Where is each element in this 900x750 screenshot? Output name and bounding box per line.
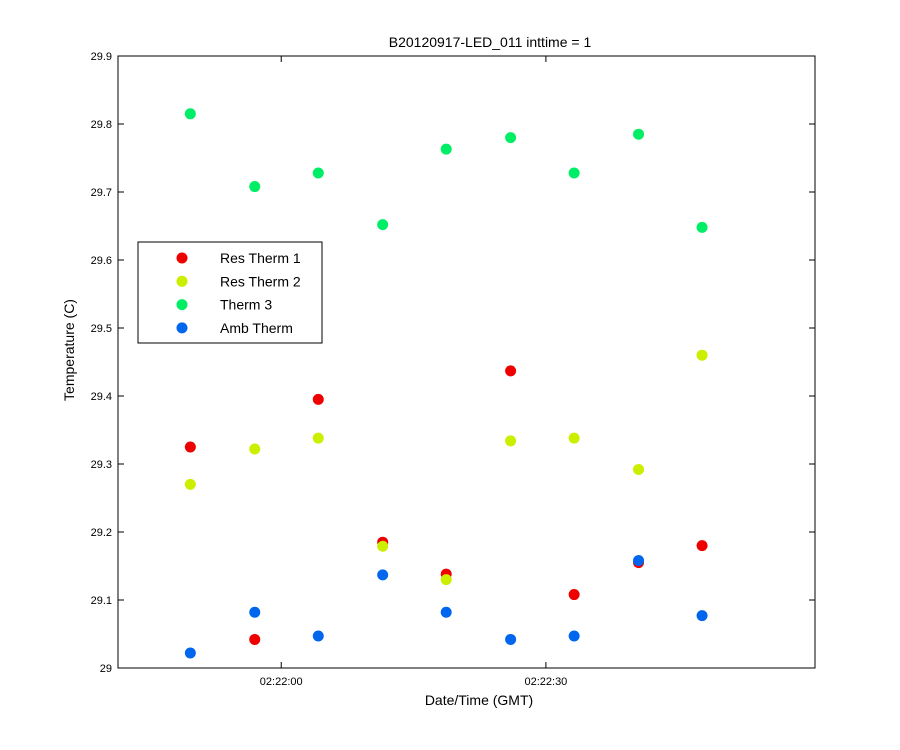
data-point-therm-3 bbox=[377, 219, 389, 231]
data-point-amb-therm bbox=[377, 569, 389, 581]
data-point-therm-3 bbox=[568, 167, 580, 179]
data-point-res-therm-2 bbox=[568, 432, 580, 444]
y-tick-label: 29.7 bbox=[91, 187, 112, 199]
y-tick-label: 29.4 bbox=[91, 391, 112, 403]
y-tick-label: 29 bbox=[100, 663, 112, 675]
data-point-amb-therm bbox=[505, 633, 517, 645]
chart-title: B20120917-LED_011 inttime = 1 bbox=[389, 34, 592, 50]
legend-label-res-therm-2: Res Therm 2 bbox=[220, 273, 301, 289]
plot-area bbox=[117, 55, 816, 669]
data-point-res-therm-1 bbox=[696, 540, 708, 552]
y-tick-label: 29.9 bbox=[91, 51, 112, 63]
data-point-res-therm-2 bbox=[312, 432, 324, 444]
data-point-therm-3 bbox=[505, 132, 517, 144]
data-point-amb-therm bbox=[696, 610, 708, 622]
data-point-therm-3 bbox=[633, 128, 645, 140]
legend-marker-amb-therm bbox=[176, 322, 188, 334]
data-point-amb-therm bbox=[568, 630, 580, 642]
data-point-res-therm-1 bbox=[249, 633, 261, 645]
data-point-therm-3 bbox=[184, 108, 196, 120]
data-point-res-therm-1 bbox=[184, 441, 196, 453]
data-point-therm-3 bbox=[440, 143, 452, 155]
y-tick-label: 29.6 bbox=[91, 255, 112, 267]
legend-label-therm-3: Therm 3 bbox=[220, 297, 272, 313]
y-tick-label: 29.8 bbox=[91, 119, 112, 131]
data-point-res-therm-1 bbox=[505, 365, 517, 377]
data-point-res-therm-1 bbox=[568, 589, 580, 601]
legend-label-res-therm-1: Res Therm 1 bbox=[220, 250, 301, 266]
legend-box bbox=[137, 241, 323, 344]
data-point-res-therm-1 bbox=[312, 393, 324, 405]
x-tick-label: 02:22:30 bbox=[524, 676, 567, 688]
data-point-res-therm-2 bbox=[440, 574, 452, 586]
data-point-therm-3 bbox=[696, 221, 708, 233]
y-tick-label: 29.5 bbox=[91, 323, 112, 335]
data-point-amb-therm bbox=[184, 647, 196, 659]
data-point-amb-therm bbox=[249, 606, 261, 618]
x-tick-label: 02:22:00 bbox=[260, 676, 303, 688]
x-axis: 02:22:00 02:22:30 bbox=[260, 56, 567, 688]
data-point-amb-therm bbox=[440, 606, 452, 618]
data-point-therm-3 bbox=[312, 167, 324, 179]
data-point-therm-3 bbox=[249, 181, 261, 193]
data-point-amb-therm bbox=[312, 630, 324, 642]
y-tick-label: 29.1 bbox=[91, 595, 112, 607]
legend-label-amb-therm: Amb Therm bbox=[220, 320, 293, 336]
y-axis-title: Temperature (C) bbox=[61, 299, 77, 401]
legend: Res Therm 1 Res Therm 2 Therm 3 Amb Therm bbox=[137, 241, 323, 344]
data-point-res-therm-2 bbox=[505, 435, 517, 447]
x-axis-title: Date/Time (GMT) bbox=[425, 692, 533, 708]
data-point-res-therm-2 bbox=[633, 463, 645, 475]
data-point-amb-therm bbox=[633, 555, 645, 567]
data-point-res-therm-2 bbox=[377, 540, 389, 552]
y-tick-label: 29.2 bbox=[91, 527, 112, 539]
data-point-res-therm-2 bbox=[696, 349, 708, 361]
legend-marker-therm-3 bbox=[176, 299, 188, 311]
data-points bbox=[184, 108, 708, 659]
legend-marker-res-therm-2 bbox=[176, 275, 188, 287]
y-tick-label: 29.3 bbox=[91, 459, 112, 471]
data-point-res-therm-2 bbox=[249, 443, 261, 455]
legend-marker-res-therm-1 bbox=[176, 252, 188, 264]
data-point-res-therm-2 bbox=[184, 478, 196, 490]
y-axis: 29 29.1 29.2 29.3 29.4 29.5 29.6 29.7 29.8 29.9 bbox=[91, 51, 815, 675]
